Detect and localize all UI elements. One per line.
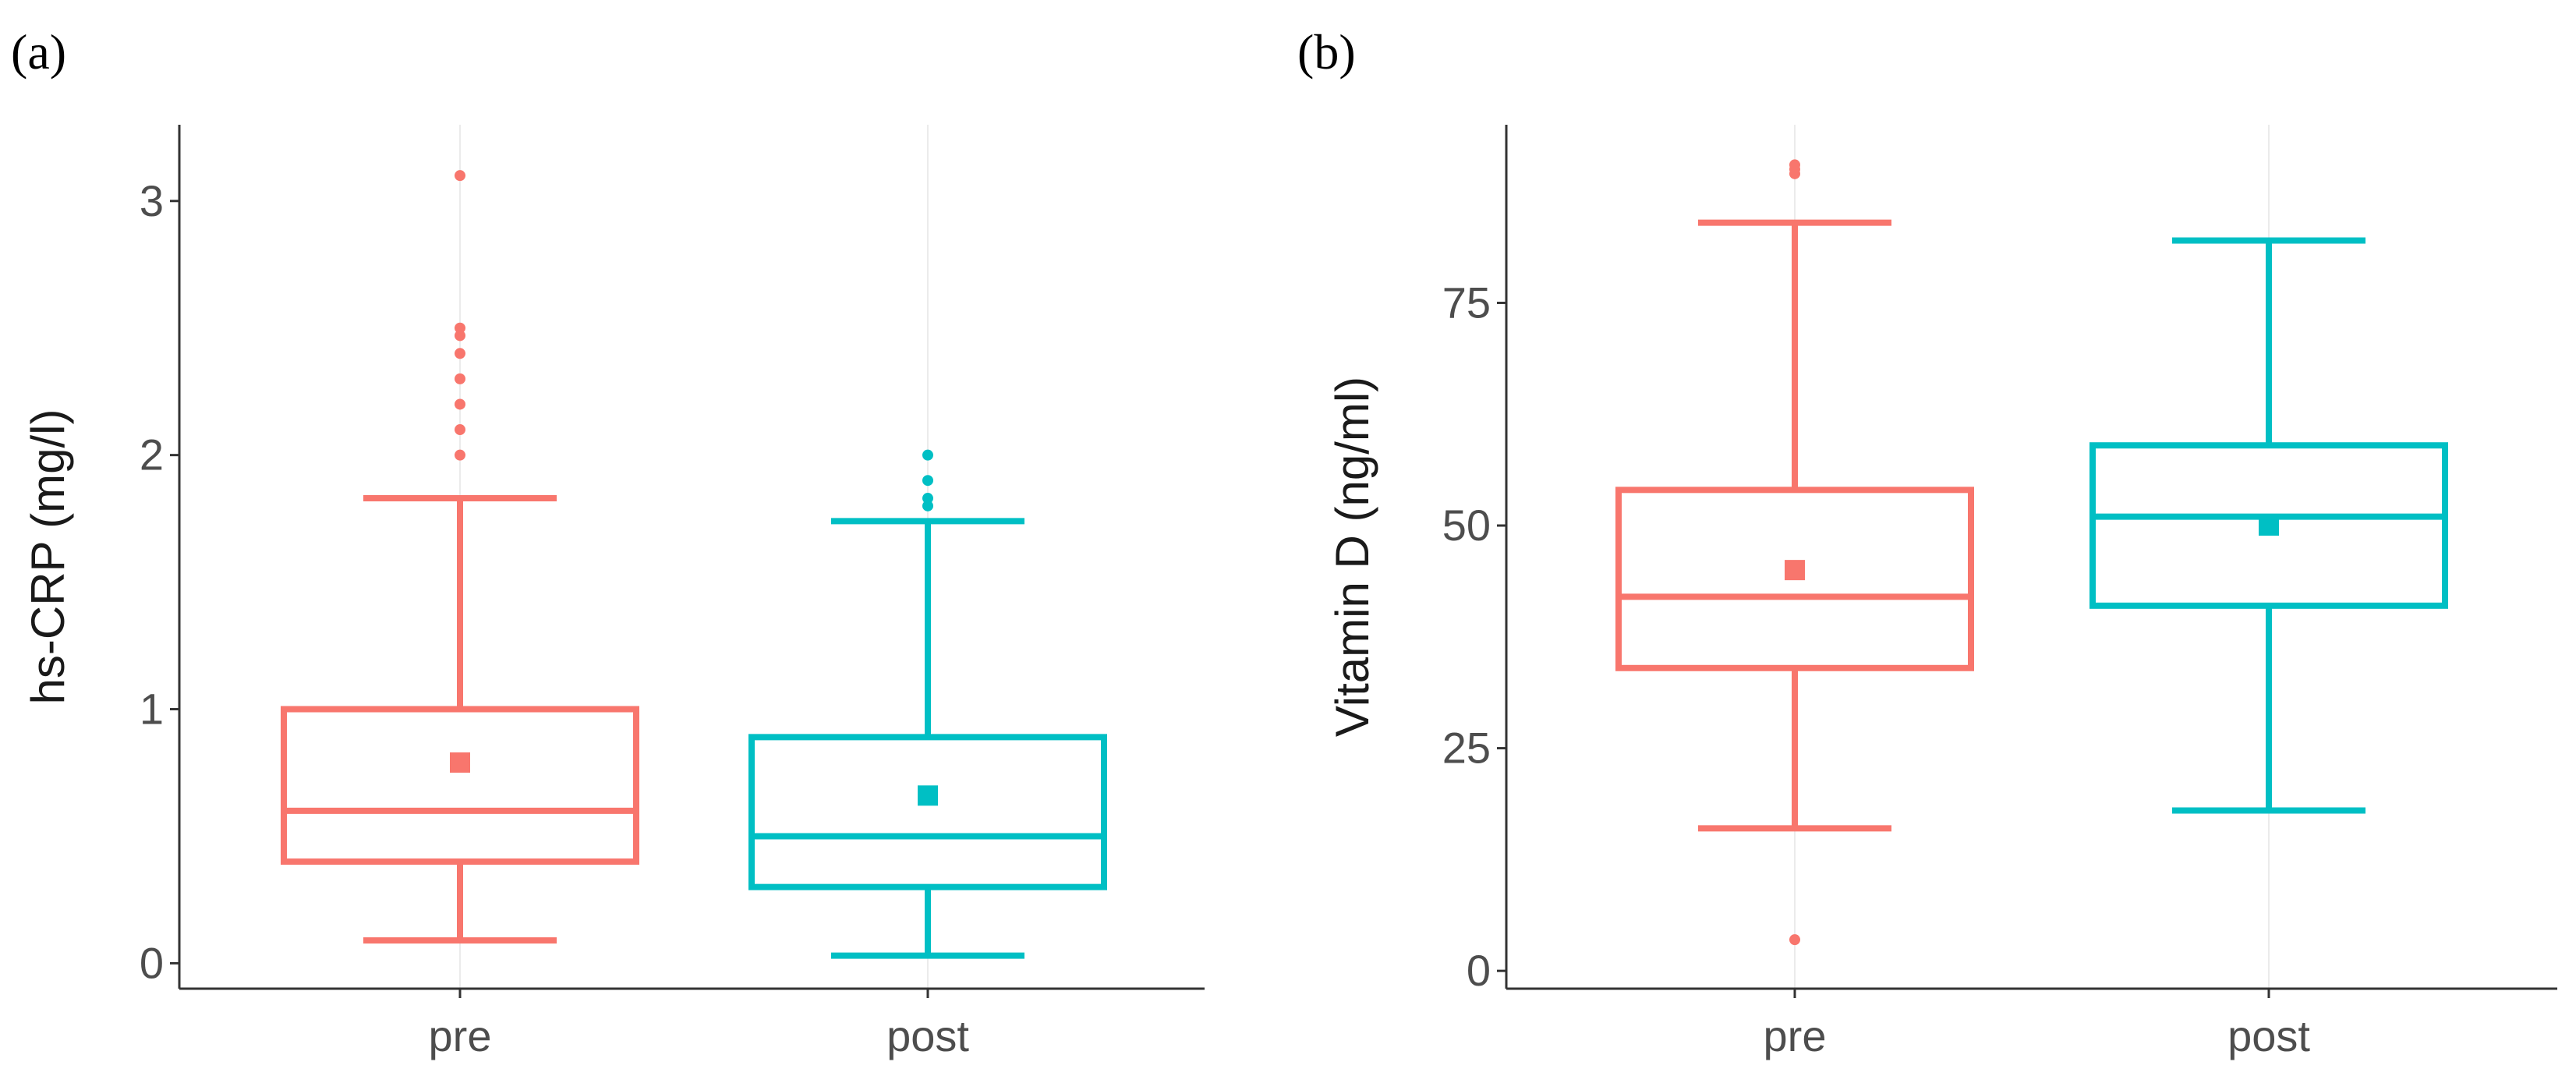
outlier-point — [922, 493, 933, 504]
outlier-point — [455, 170, 465, 182]
box-post — [2089, 237, 2448, 814]
outlier-point — [455, 398, 465, 410]
y-tick-label: 3 — [140, 176, 164, 225]
outlier-point — [922, 475, 933, 487]
mean-marker — [918, 785, 938, 806]
mean-marker — [1785, 560, 1805, 581]
outlier-point — [455, 348, 465, 359]
y-tick-label: 50 — [1442, 501, 1491, 550]
outlier-point — [1789, 159, 1800, 171]
box-pre — [1615, 159, 1974, 946]
box-post — [748, 449, 1107, 959]
mean-marker — [450, 752, 470, 773]
panel-label-a: (a) — [11, 24, 66, 80]
x-tick-label-post: post — [2227, 1011, 2310, 1060]
outlier-point — [1789, 934, 1800, 946]
box-iqr — [1615, 487, 1974, 671]
y-axis-title: Vitamin D (ng/ml) — [1326, 377, 1378, 737]
panel-label-b: (b) — [1297, 24, 1356, 80]
y-tick-label: 1 — [140, 685, 164, 734]
outlier-point — [455, 330, 465, 342]
y-tick-label: 25 — [1442, 724, 1491, 773]
mean-marker — [2259, 515, 2279, 536]
box-pre — [281, 170, 639, 944]
y-tick-label: 0 — [1467, 946, 1491, 995]
vitamin-d-boxplot-chart: 0 25 50 75 pre post Vitamin D (ng/ml) — [1326, 125, 2557, 1060]
box-iqr — [2089, 442, 2448, 609]
outlier-point — [455, 449, 465, 461]
x-tick-label-pre: pre — [1764, 1011, 1827, 1060]
hs-crp-boxplot-chart: 0 1 2 3 pre post hs-CRP (mg/l) — [22, 125, 1205, 1060]
outlier-point — [922, 500, 933, 511]
box-iqr — [281, 706, 639, 865]
box-iqr — [748, 734, 1107, 890]
y-tick-label: 0 — [140, 938, 164, 987]
y-tick-label: 2 — [140, 430, 164, 480]
x-tick-label-post: post — [886, 1011, 969, 1060]
y-axis-title: hs-CRP (mg/l) — [22, 409, 74, 705]
x-tick-label-pre: pre — [429, 1011, 492, 1060]
y-tick-label: 75 — [1442, 278, 1491, 327]
outlier-point — [455, 424, 465, 436]
outlier-point — [455, 373, 465, 384]
outlier-point — [922, 449, 933, 461]
outlier-point — [455, 322, 465, 334]
